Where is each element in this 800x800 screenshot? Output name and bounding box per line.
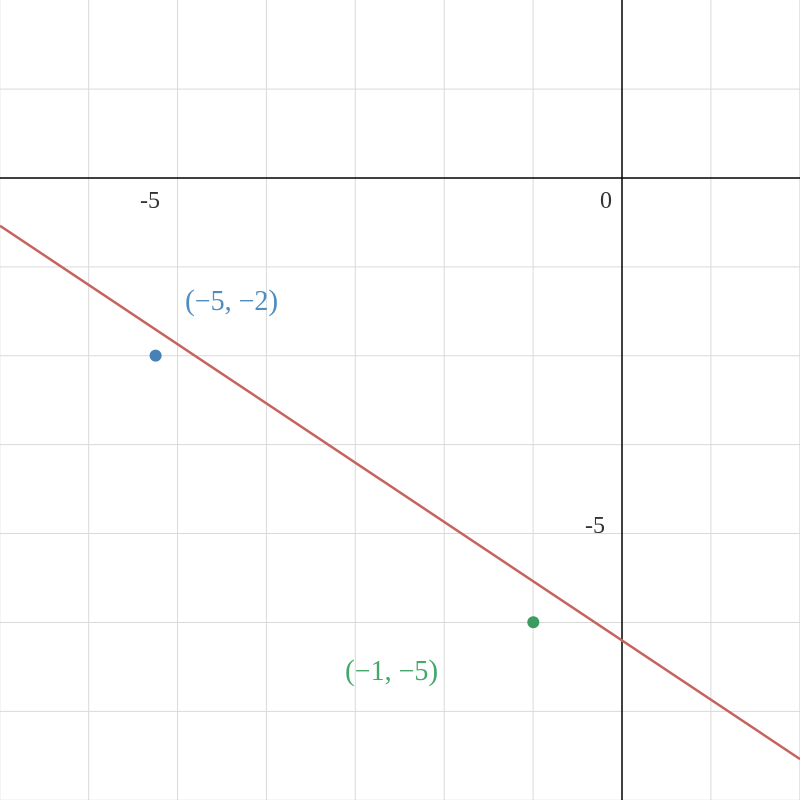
point-a bbox=[150, 350, 162, 362]
coordinate-plane-chart: -5 0 -5 (−5, −2) (−1, −5) bbox=[0, 0, 800, 800]
point-a-label: (−5, −2) bbox=[185, 285, 278, 317]
axis-tick-label: -5 bbox=[585, 513, 605, 539]
point-b bbox=[527, 616, 539, 628]
axis-tick-label: -5 bbox=[140, 188, 160, 214]
chart-svg: -5 0 -5 (−5, −2) (−1, −5) bbox=[0, 0, 800, 800]
point-b-label: (−1, −5) bbox=[345, 655, 438, 687]
axis-tick-label: 0 bbox=[600, 188, 612, 214]
